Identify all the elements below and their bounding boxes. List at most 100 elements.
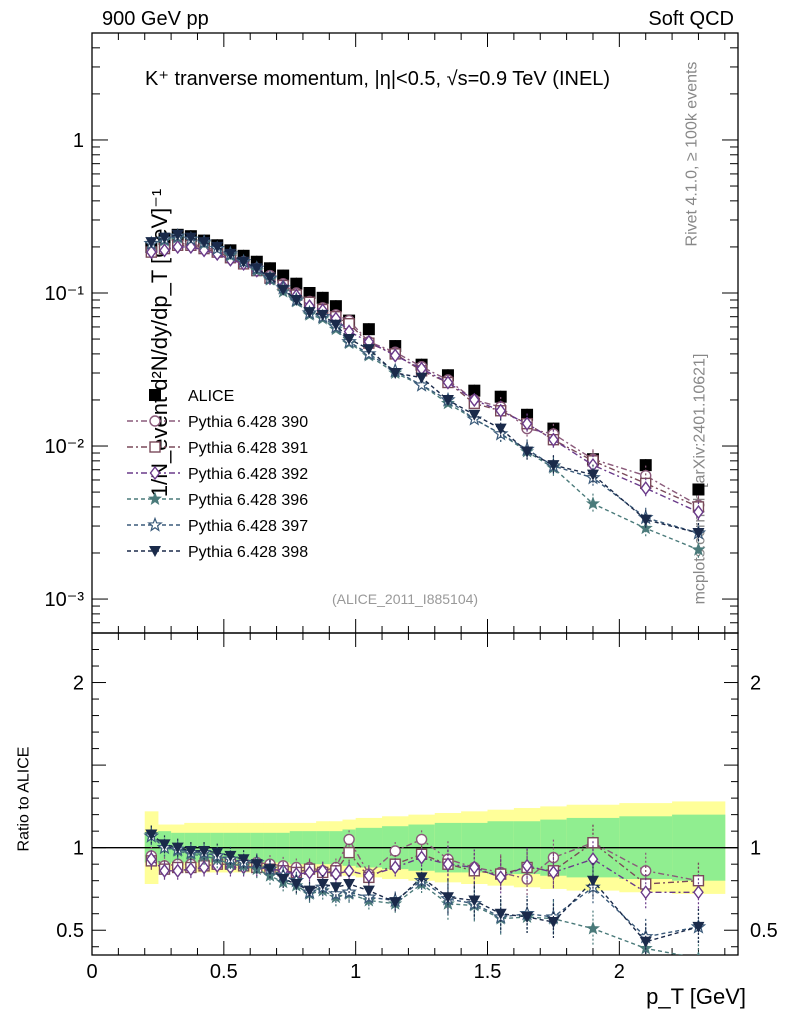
series-marker-398 [145, 237, 158, 249]
ratio-marker-392 [640, 885, 652, 900]
ratio-marker-398 [198, 845, 211, 857]
analysis-watermark: (ALICE_2011_I885104) [332, 591, 479, 607]
ratio-marker-398 [237, 854, 250, 866]
legend-label-390: Pythia 6.428 390 [188, 414, 308, 431]
ratio-marker-398 [158, 839, 171, 851]
series-marker-392 [145, 244, 157, 260]
series-marker-398 [362, 344, 375, 356]
x-axis-label: p_T [GeV] [646, 984, 746, 1009]
alice-data-point [329, 300, 342, 313]
ratio-marker-392 [587, 852, 599, 867]
ratio-marker-392 [145, 852, 157, 867]
ratio-marker-398 [547, 916, 560, 928]
ratio-marker-398 [389, 897, 402, 909]
legend-label-397: Pythia 6.428 397 [188, 518, 308, 535]
series-marker-392 [389, 348, 401, 363]
series-marker-392 [172, 239, 184, 255]
series-marker-396 [691, 542, 706, 556]
main-y-tick-label: 1 [73, 130, 84, 152]
ratio-marker-392 [185, 861, 197, 877]
header-right-label: Soft QCD [648, 8, 734, 30]
ratio-marker-398 [184, 845, 197, 857]
main-y-tick-label: 10⁻¹ [45, 283, 85, 305]
main-plot-frame [91, 32, 739, 634]
legend-marker-alice [149, 389, 161, 401]
ratio-marker-398 [639, 936, 652, 948]
ratio-marker-392 [198, 860, 210, 875]
ratio-y-tick-label-right: 0.5 [750, 920, 778, 942]
ratio-marker-398 [171, 842, 184, 854]
ratio-marker-391 [343, 846, 355, 859]
ratio-marker-398 [316, 878, 329, 890]
ratio-marker-390 [415, 833, 428, 846]
legend-label-396: Pythia 6.428 396 [188, 492, 308, 509]
series-marker-398 [692, 528, 705, 540]
series-marker-398 [521, 446, 534, 458]
series-marker-398 [329, 319, 342, 331]
ratio-marker-392 [442, 857, 454, 872]
legend-marker-391 [149, 441, 161, 453]
main-plot-title: K⁺ tranverse momentum, |η|<0.5, √s=0.9 T… [145, 68, 611, 90]
ratio-marker-398 [290, 878, 303, 890]
ratio-marker-396 [696, 950, 700, 955]
series-marker-398 [468, 409, 481, 421]
ratio-marker-398 [468, 895, 481, 907]
alice-data-point [303, 286, 316, 299]
legend-marker-390 [149, 415, 161, 427]
ratio-marker-398 [211, 847, 224, 859]
ratio-marker-392 [495, 870, 507, 885]
ratio-marker-392 [416, 850, 427, 865]
alice-data-point [290, 277, 303, 290]
series-marker-392 [468, 392, 480, 408]
ratio-marker-398 [362, 885, 375, 897]
legend-label-392: Pythia 6.428 392 [188, 466, 308, 483]
ratio-y-tick-label-left: 2 [73, 673, 84, 695]
ratio-marker-392 [521, 858, 533, 873]
main-y-tick-label: 10⁻³ [45, 589, 85, 611]
ratio-y-tick-label-right: 1 [750, 838, 761, 860]
main-series-group [143, 227, 707, 560]
ratio-marker-392 [304, 865, 315, 880]
ratio-y-tick-label-left: 0.5 [56, 920, 84, 942]
alice-data-point [639, 459, 652, 472]
alice-data-point [468, 384, 481, 397]
alice-data-point [692, 483, 705, 496]
ratio-marker-398 [145, 829, 158, 841]
alice-data-point [362, 323, 375, 336]
ratio-marker-392 [389, 860, 401, 875]
ratio-marker-398 [415, 872, 428, 884]
series-marker-398 [389, 368, 402, 380]
ratio-marker-392 [468, 860, 480, 875]
ratio-marker-398 [263, 864, 276, 876]
ratio-marker-398 [329, 882, 342, 894]
alice-data-point [277, 269, 290, 282]
ratio-marker-398 [494, 908, 507, 920]
series-marker-398 [158, 232, 171, 244]
legend-label-398: Pythia 6.428 398 [188, 544, 308, 561]
header-left-label: 900 GeV pp [102, 8, 209, 30]
series-marker-398 [263, 272, 276, 284]
ratio-line-397 [150, 835, 699, 938]
legend-marker-398 [149, 546, 161, 557]
main-y-tick-label: 10⁻² [45, 436, 85, 458]
legend-marker-397 [147, 516, 163, 532]
ratio-marker-398 [303, 885, 316, 897]
series-marker-392 [548, 432, 559, 447]
series-marker-398 [586, 469, 599, 481]
x-tick-label: 0.5 [210, 961, 238, 983]
ratio-marker-398 [521, 912, 534, 924]
series-marker-398 [198, 237, 211, 249]
series-marker-392 [693, 504, 704, 520]
ratio-marker-392 [693, 885, 704, 900]
legend-label-391: Pythia 6.428 391 [188, 440, 308, 457]
ratio-marker-398 [224, 850, 237, 862]
series-marker-398 [415, 372, 428, 384]
legend-marker-396 [147, 491, 163, 506]
series-marker-398 [211, 241, 224, 253]
ratio-marker-392 [548, 865, 559, 880]
series-marker-398 [639, 514, 652, 526]
series-marker-392 [159, 243, 170, 258]
series-marker-398 [171, 229, 184, 241]
ratio-marker-397 [328, 885, 344, 901]
x-tick-label: 1 [350, 961, 361, 983]
